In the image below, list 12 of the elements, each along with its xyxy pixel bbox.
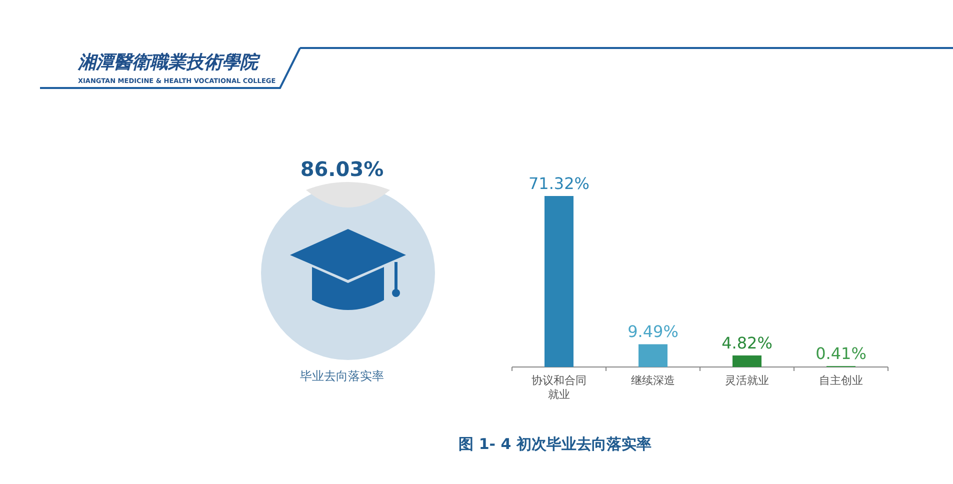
data-label: 9.49% [628, 322, 678, 342]
x-tick-label: 自主创业 [819, 374, 863, 387]
data-label: 71.32% [528, 174, 590, 193]
x-tick-label: 继续深造 [631, 374, 675, 387]
text: 湘潭醫衛職業技術學院 [77, 52, 261, 73]
text: 毕业去向落实率 [300, 369, 384, 383]
x-tick-label: 协议和合同就业 [532, 374, 586, 401]
caption: 图 1- 4 初次毕业去向落实率 [458, 435, 652, 453]
data-label: 0.41% [816, 344, 866, 364]
data-label: 4.82% [722, 333, 772, 352]
text: 86.03% [300, 157, 384, 181]
x-tick-label: 灵活就业 [725, 374, 769, 387]
